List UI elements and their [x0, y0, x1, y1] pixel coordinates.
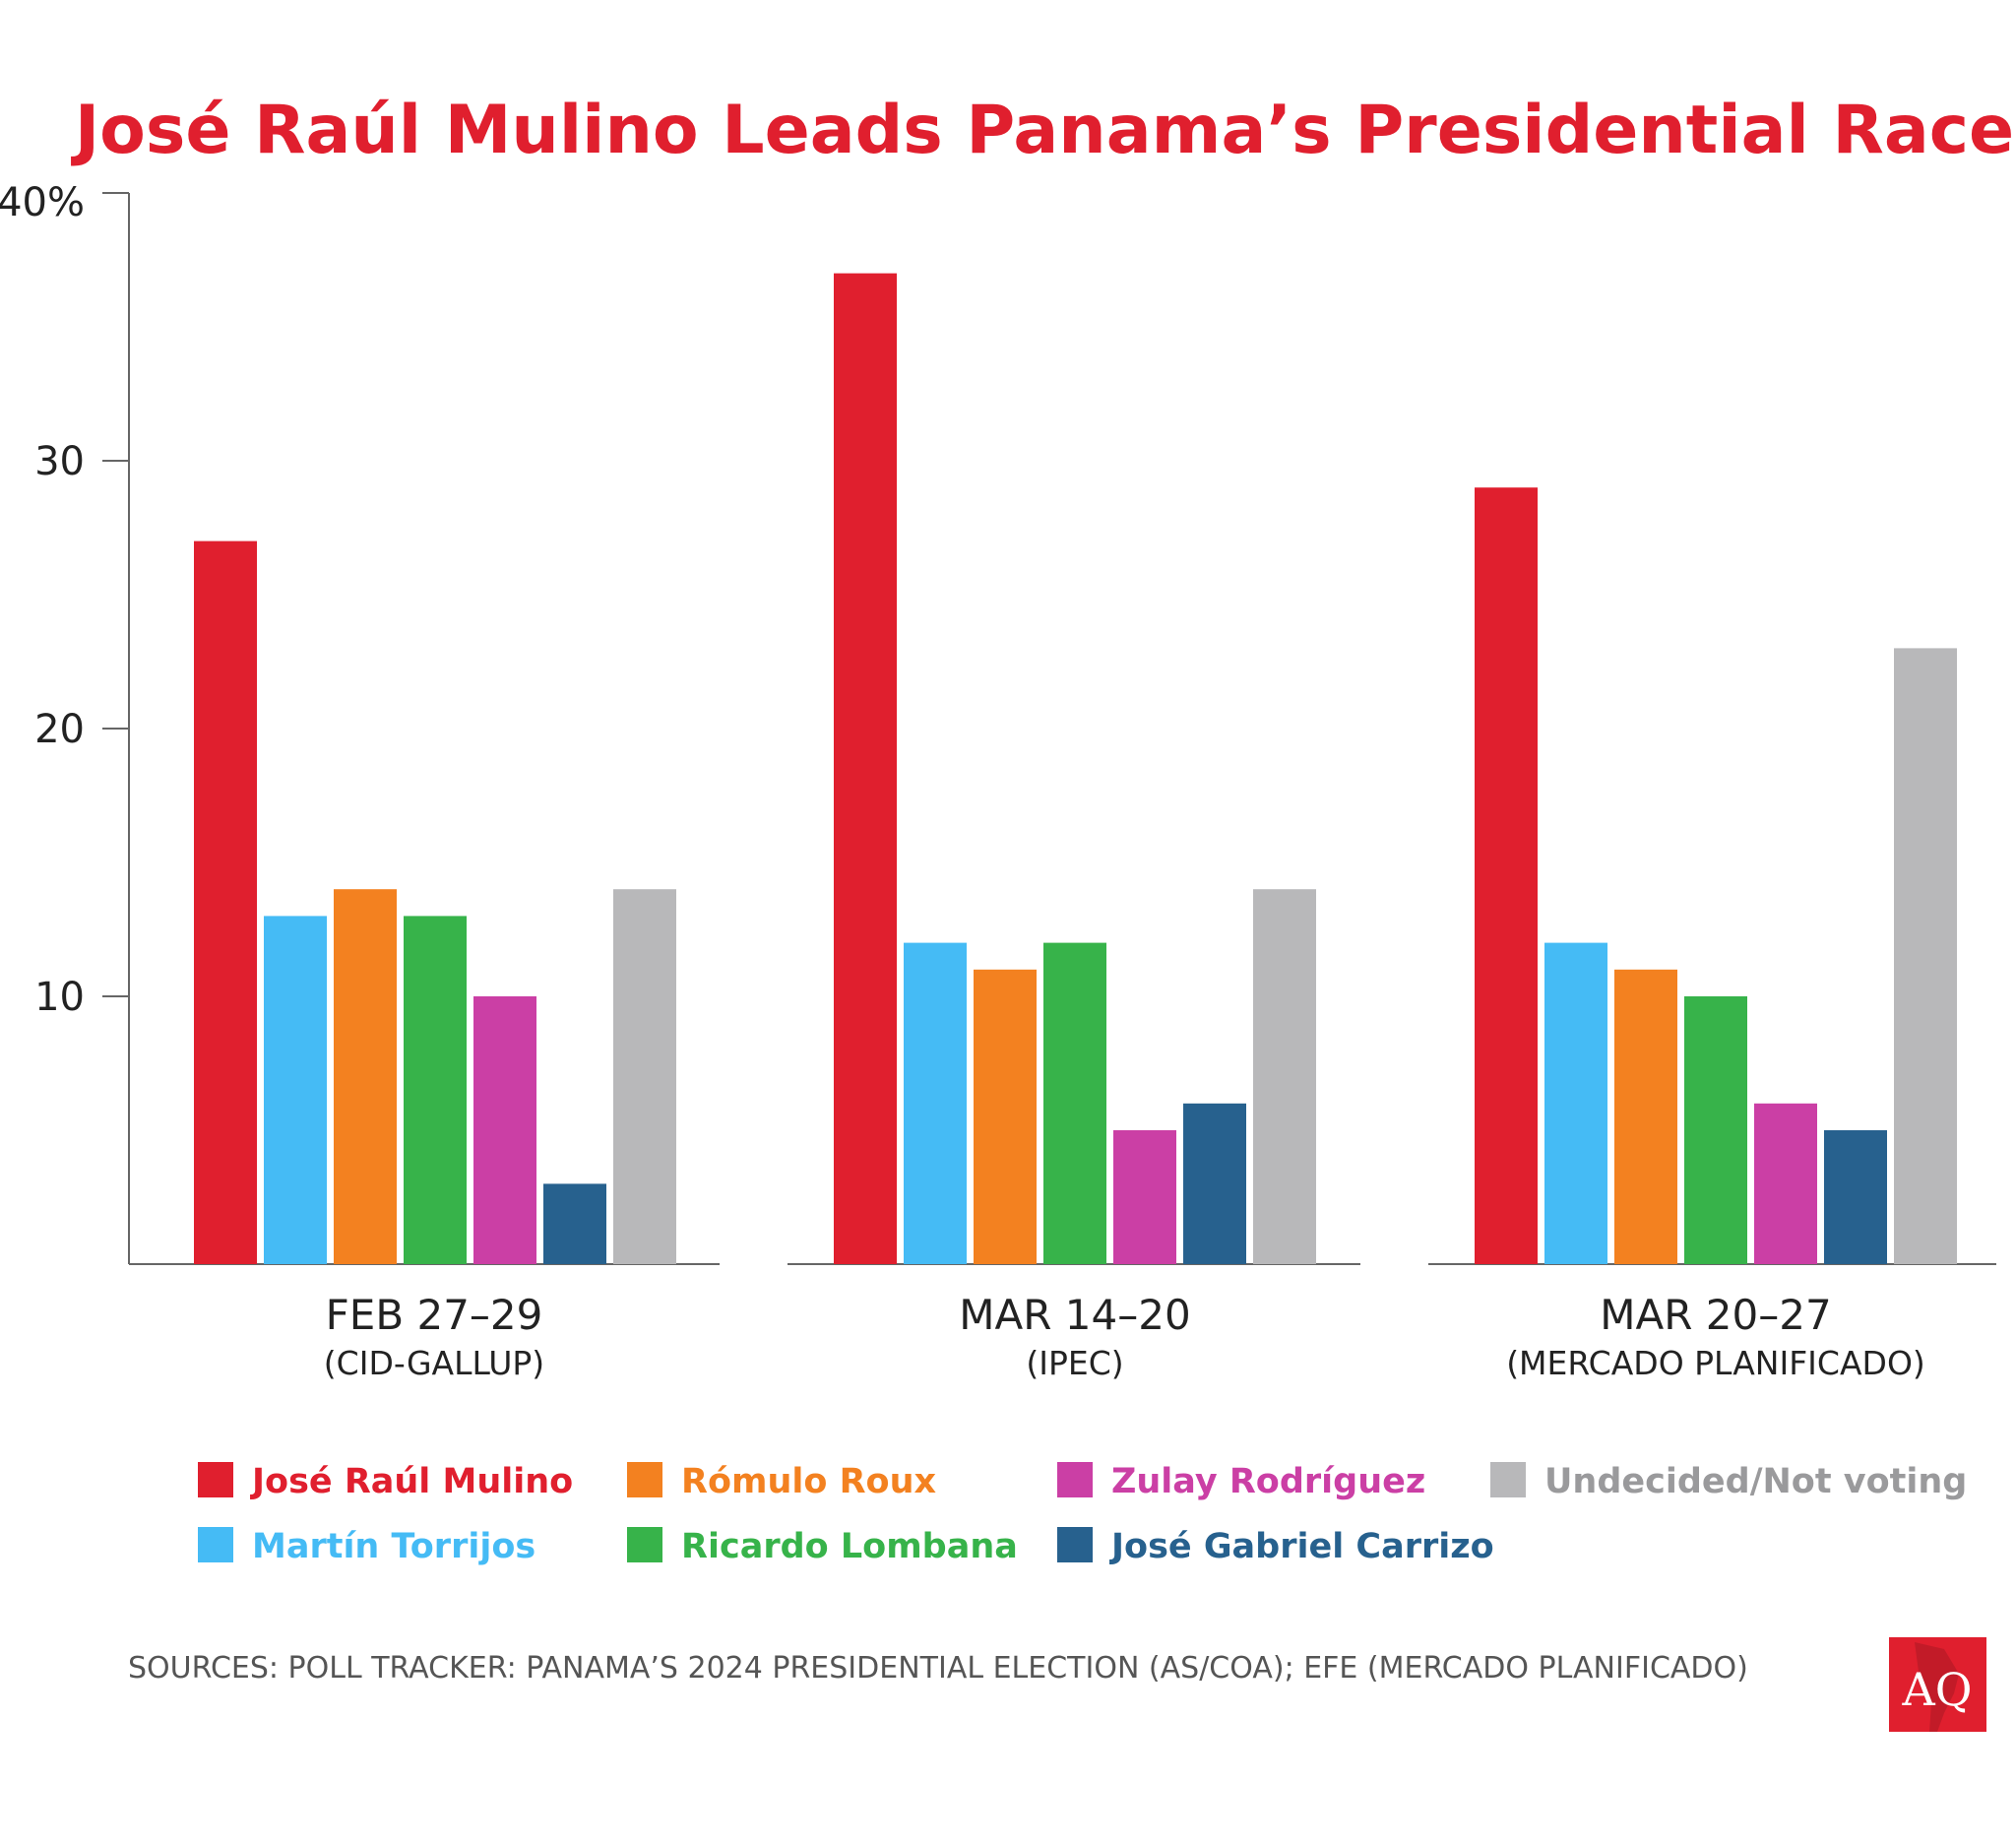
bar	[1253, 889, 1316, 1264]
legend-swatch	[1057, 1527, 1093, 1562]
bars	[194, 273, 1957, 1265]
y-tick-label: 30	[34, 439, 85, 484]
legend-label: Zulay Rodríguez	[1111, 1462, 1425, 1501]
bar	[613, 889, 676, 1264]
legend-label: José Gabriel Carrizo	[1109, 1527, 1494, 1566]
aq-logo: AQ	[1889, 1637, 1986, 1732]
legend-item: Ricardo Lombana	[627, 1527, 1018, 1566]
bar	[473, 996, 536, 1264]
bar	[1113, 1130, 1176, 1264]
bar	[1894, 648, 1957, 1264]
y-tick-label: 20	[34, 707, 85, 752]
legend-label: Undecided/Not voting	[1544, 1462, 1967, 1501]
category-sublabel: (MERCADO PLANIFICADO)	[1506, 1344, 1925, 1382]
bar	[1614, 969, 1677, 1264]
y-tick-label: 40%	[0, 180, 85, 225]
bar	[1684, 996, 1747, 1264]
legend-label: José Raúl Mulino	[250, 1462, 573, 1501]
legend: José Raúl Mulino Martín Torrijos Rómulo Ro…	[198, 1462, 1967, 1566]
y-tick-label: 10	[34, 975, 85, 1020]
bar	[543, 1183, 606, 1264]
legend-label: Ricardo Lombana	[681, 1527, 1018, 1566]
bar	[1544, 942, 1607, 1264]
legend-swatch	[198, 1462, 233, 1497]
legend-item: Undecided/Not voting	[1490, 1462, 1967, 1501]
chart-title: José Raúl Mulino Leads Panama’s Presiden…	[71, 92, 2014, 169]
legend-label: Martín Torrijos	[252, 1527, 536, 1566]
bar	[974, 969, 1037, 1264]
category-label: MAR 14–20	[959, 1291, 1190, 1339]
legend-label: Rómulo Roux	[681, 1462, 937, 1501]
legend-item: Zulay Rodríguez	[1057, 1462, 1425, 1501]
bar	[834, 273, 897, 1265]
bar	[334, 889, 397, 1264]
category-label: MAR 20–27	[1600, 1291, 1831, 1339]
legend-swatch	[1057, 1462, 1093, 1497]
category-sublabel: (CID-GALLUP)	[324, 1344, 544, 1382]
bar	[904, 942, 967, 1264]
category-sublabel: (IPEC)	[1026, 1344, 1123, 1382]
category-label: FEB 27–29	[326, 1291, 543, 1339]
bar	[1043, 942, 1106, 1264]
source-note: SOURCES: POLL TRACKER: PANAMA’S 2024 PRE…	[128, 1651, 1748, 1686]
legend-item: Martín Torrijos	[198, 1527, 536, 1566]
bar	[404, 916, 467, 1264]
bar	[264, 916, 327, 1264]
legend-item: Rómulo Roux	[627, 1462, 937, 1501]
legend-item: José Raúl Mulino	[198, 1462, 573, 1501]
bar	[1183, 1103, 1246, 1264]
legend-swatch	[627, 1527, 662, 1562]
bar	[1754, 1103, 1817, 1264]
bar	[1475, 487, 1538, 1264]
legend-swatch	[1490, 1462, 1526, 1497]
legend-swatch	[627, 1462, 662, 1497]
category-labels: FEB 27–29 (CID-GALLUP) MAR 14–20 (IPEC) MAR …	[324, 1291, 1925, 1382]
legend-item: José Gabriel Carrizo	[1057, 1527, 1494, 1566]
logo-text: AQ	[1902, 1663, 1973, 1716]
legend-swatch	[198, 1527, 233, 1562]
bar	[194, 541, 257, 1264]
bar	[1824, 1130, 1887, 1264]
